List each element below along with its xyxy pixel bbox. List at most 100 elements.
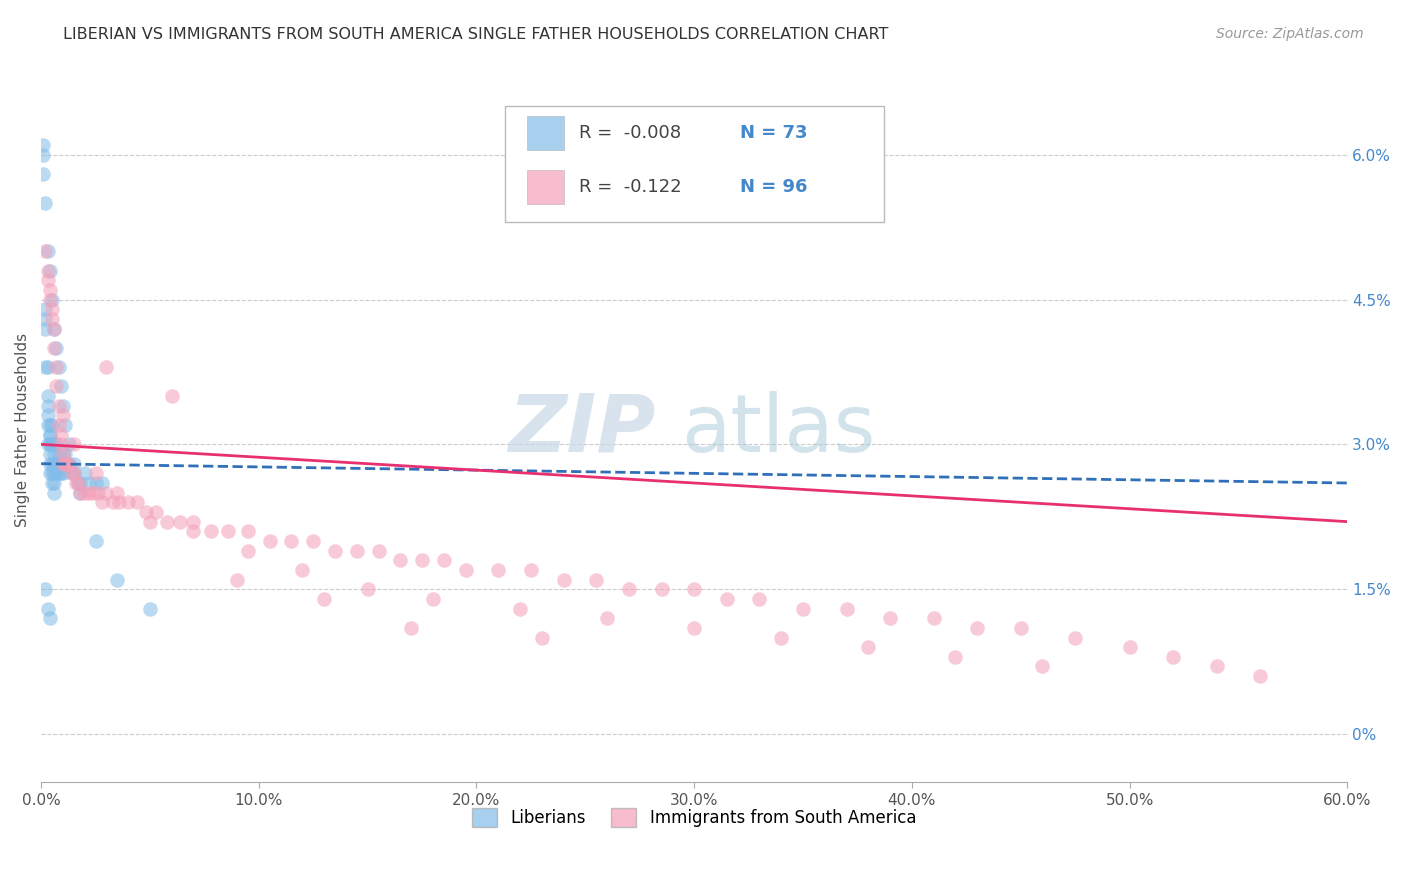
Point xyxy=(62,437,84,451)
Point xyxy=(32,147,55,161)
Point xyxy=(617,582,640,597)
Point xyxy=(596,611,619,625)
Point xyxy=(37,273,59,287)
Point xyxy=(34,311,56,326)
Text: LIBERIAN VS IMMIGRANTS FROM SOUTH AMERICA SINGLE FATHER HOUSEHOLDS CORRELATION C: LIBERIAN VS IMMIGRANTS FROM SOUTH AMERIC… xyxy=(63,27,889,42)
Point xyxy=(44,475,66,490)
Point xyxy=(226,573,249,587)
Point xyxy=(52,409,75,423)
Point xyxy=(49,467,72,481)
Point xyxy=(683,621,706,635)
Point xyxy=(41,293,63,307)
Point xyxy=(520,563,543,577)
Point xyxy=(48,447,70,461)
Point xyxy=(135,505,157,519)
Point xyxy=(183,515,205,529)
Point xyxy=(41,311,63,326)
Point xyxy=(96,360,118,375)
Text: R =  -0.122: R = -0.122 xyxy=(579,178,682,195)
Point xyxy=(145,505,167,519)
Point xyxy=(108,495,131,509)
Text: atlas: atlas xyxy=(681,391,876,469)
Point xyxy=(1249,669,1271,683)
Point xyxy=(62,467,84,481)
Point xyxy=(38,427,60,442)
Point xyxy=(37,399,59,413)
Point xyxy=(38,418,60,433)
Point xyxy=(38,437,60,451)
Point xyxy=(32,167,55,181)
Point xyxy=(77,475,100,490)
Point xyxy=(44,467,66,481)
Point xyxy=(858,640,880,655)
Point xyxy=(105,573,128,587)
Legend: Liberians, Immigrants from South America: Liberians, Immigrants from South America xyxy=(465,801,922,834)
Point xyxy=(34,244,56,259)
Point xyxy=(38,437,60,451)
Point xyxy=(53,457,76,471)
Point xyxy=(411,553,433,567)
Point xyxy=(259,533,281,548)
Point xyxy=(433,553,456,567)
Point xyxy=(509,601,531,615)
Point xyxy=(236,524,259,539)
Point xyxy=(748,591,770,606)
Point xyxy=(67,475,90,490)
Point xyxy=(34,582,56,597)
Point xyxy=(45,467,67,481)
Point xyxy=(44,321,66,335)
Point xyxy=(1118,640,1140,655)
FancyBboxPatch shape xyxy=(505,105,883,222)
Point xyxy=(41,437,63,451)
Point xyxy=(69,485,91,500)
Point xyxy=(49,427,72,442)
Point xyxy=(38,427,60,442)
Point xyxy=(156,515,179,529)
Point xyxy=(38,447,60,461)
Point xyxy=(399,621,422,635)
Point xyxy=(651,582,673,597)
Point xyxy=(45,360,67,375)
Point xyxy=(37,244,59,259)
Point xyxy=(1064,631,1087,645)
Point xyxy=(37,360,59,375)
Point xyxy=(44,341,66,355)
Point xyxy=(41,418,63,433)
Point xyxy=(346,543,368,558)
Point xyxy=(34,321,56,335)
Point xyxy=(60,467,83,481)
Point xyxy=(62,457,84,471)
Point xyxy=(486,563,509,577)
Point xyxy=(38,611,60,625)
Point xyxy=(49,457,72,471)
Point xyxy=(217,524,239,539)
Point xyxy=(49,379,72,393)
Point xyxy=(73,485,96,500)
Point xyxy=(48,418,70,433)
Point xyxy=(37,263,59,277)
Point xyxy=(716,591,738,606)
Point xyxy=(67,475,90,490)
Text: Source: ZipAtlas.com: Source: ZipAtlas.com xyxy=(1216,27,1364,41)
Point xyxy=(48,360,70,375)
Point xyxy=(37,601,59,615)
Point xyxy=(139,515,162,529)
Point xyxy=(34,302,56,317)
Point xyxy=(280,533,302,548)
Point xyxy=(84,475,107,490)
Point xyxy=(37,418,59,433)
Point xyxy=(44,457,66,471)
Point xyxy=(45,379,67,393)
Point xyxy=(41,457,63,471)
Point xyxy=(48,467,70,481)
Point xyxy=(52,447,75,461)
Point xyxy=(553,573,575,587)
Point xyxy=(966,621,988,635)
Point xyxy=(922,611,945,625)
Point xyxy=(38,293,60,307)
Point xyxy=(314,591,336,606)
Point xyxy=(38,457,60,471)
Point xyxy=(38,263,60,277)
Point xyxy=(96,485,118,500)
Point xyxy=(41,475,63,490)
